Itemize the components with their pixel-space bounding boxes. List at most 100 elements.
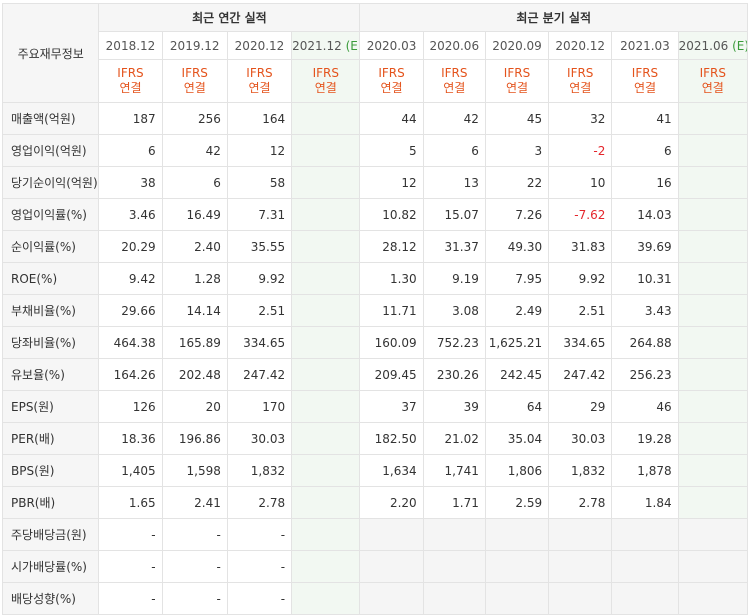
table-cell	[677, 582, 749, 615]
table-row: 순이익률(%) 20.29 2.40 35.55 28.12 31.37 49.30 31.8…	[1, 230, 749, 263]
table-cell	[291, 518, 361, 551]
table-cell: 6	[422, 134, 486, 167]
table-cell: 46	[611, 390, 679, 423]
period-label: 2021.03	[620, 38, 670, 53]
table-cell: 44	[359, 102, 424, 135]
table-cell: 10	[548, 166, 613, 199]
table-cell	[677, 294, 749, 327]
table-cell	[291, 486, 361, 519]
table-cell: -	[161, 550, 228, 583]
table-cell: 242.45	[484, 358, 550, 391]
consolidated-label: 연결	[248, 81, 271, 95]
period-label: 2021.06	[678, 38, 729, 53]
period-label: 2020.03	[366, 38, 417, 53]
quarter-period-header: 2020.09	[484, 31, 550, 60]
table-cell: 1,878	[611, 454, 679, 487]
table-row: ROE(%) 9.42 1.28 9.92 1.30 9.19 7.95 9.92 10.31	[1, 262, 749, 295]
period-label: 2020.09	[492, 38, 542, 53]
period-label: 2020.12	[234, 38, 285, 53]
table-cell: 21.02	[422, 422, 486, 455]
row-label: 영업이익(억원)	[1, 134, 100, 167]
table-cell: 41	[611, 102, 679, 135]
table-cell	[359, 550, 424, 583]
annual-period-header: 2021.12 (E)	[291, 31, 361, 60]
table-cell: 256.23	[611, 358, 679, 391]
row-label: 부채비율(%)	[1, 294, 100, 327]
row-label: PER(배)	[1, 422, 100, 455]
quarter-period-header: 2020.06	[422, 31, 486, 60]
table-row: 주당배당금(원) - - -	[1, 518, 749, 551]
table-cell: -	[98, 582, 163, 615]
table-cell: 3	[484, 134, 550, 167]
row-label: 영업이익률(%)	[1, 198, 100, 231]
table-cell: 182.50	[359, 422, 424, 455]
table-cell	[422, 518, 486, 551]
corner-label: 주요재무정보	[1, 3, 100, 103]
table-cell: 32	[548, 102, 613, 135]
table-cell	[291, 326, 361, 359]
table-cell: 39.69	[611, 230, 679, 263]
consolidated-label: 연결	[314, 81, 337, 95]
table-cell: 6	[161, 166, 228, 199]
period-label: 2021.12	[292, 38, 342, 53]
consolidated-label: 연결	[569, 81, 592, 95]
table-cell: 1,625.21	[484, 326, 550, 359]
table-cell	[611, 518, 679, 551]
table-cell: 196.86	[161, 422, 228, 455]
row-label: PBR(배)	[1, 486, 100, 519]
annual-group-header: 최근 연간 실적	[98, 3, 361, 32]
table-cell: -	[98, 550, 163, 583]
table-cell: 35.04	[484, 422, 550, 455]
table-cell: 2.20	[359, 486, 424, 519]
table-cell	[611, 550, 679, 583]
table-cell: 30.03	[548, 422, 613, 455]
table-cell: 202.48	[161, 358, 228, 391]
table-row: PER(배) 18.36 196.86 30.03 182.50 21.02 35.04 30…	[1, 422, 749, 455]
table-cell: 1.84	[611, 486, 679, 519]
table-cell	[291, 102, 361, 135]
table-cell: 230.26	[422, 358, 486, 391]
table-cell: 187	[98, 102, 163, 135]
row-label: ROE(%)	[1, 262, 100, 295]
table-cell	[359, 582, 424, 615]
ifrs-label: IFRS	[631, 66, 659, 80]
table-row: EPS(원) 126 20 170 37 39 64 29 46	[1, 390, 749, 423]
row-label: 당기순이익(억원)	[1, 166, 100, 199]
table-cell: 2.41	[161, 486, 228, 519]
table-cell: 10.82	[359, 198, 424, 231]
table-cell: 752.23	[422, 326, 486, 359]
table-cell	[484, 550, 550, 583]
ifrs-badge: IFRS 연결	[484, 59, 550, 103]
table-cell: 14.03	[611, 198, 679, 231]
table-cell: 12	[226, 134, 293, 167]
ifrs-label: IFRS	[181, 66, 208, 80]
consolidated-label: 연결	[505, 81, 529, 95]
row-label: 시가배당률(%)	[1, 550, 100, 583]
table-cell: 42	[161, 134, 228, 167]
quarter-period-header: 2020.03	[359, 31, 424, 60]
table-cell	[677, 262, 749, 295]
table-cell: 1,832	[548, 454, 613, 487]
table-cell	[677, 358, 749, 391]
table-cell: -	[161, 582, 228, 615]
table-cell: 160.09	[359, 326, 424, 359]
table-cell: 30.03	[226, 422, 293, 455]
table-cell: 3.43	[611, 294, 679, 327]
table-cell: 11.71	[359, 294, 424, 327]
table-cell: -2	[548, 134, 613, 167]
table-cell: 7.26	[484, 198, 550, 231]
table-row: 시가배당률(%) - - -	[1, 550, 749, 583]
table-cell	[291, 422, 361, 455]
table-cell: 264.88	[611, 326, 679, 359]
table-row: 당기순이익(억원) 38 6 58 12 13 22 10 16	[1, 166, 749, 199]
table-cell	[359, 518, 424, 551]
consolidated-label: 연결	[380, 81, 403, 95]
table-cell: 14.14	[161, 294, 228, 327]
table-cell	[548, 550, 613, 583]
table-cell: 1.65	[98, 486, 163, 519]
ifrs-badge: IFRS 연결	[98, 59, 163, 103]
table-cell	[677, 518, 749, 551]
table-cell: 2.78	[548, 486, 613, 519]
row-label: 주당배당금(원)	[1, 518, 100, 551]
table-cell: 3.08	[422, 294, 486, 327]
